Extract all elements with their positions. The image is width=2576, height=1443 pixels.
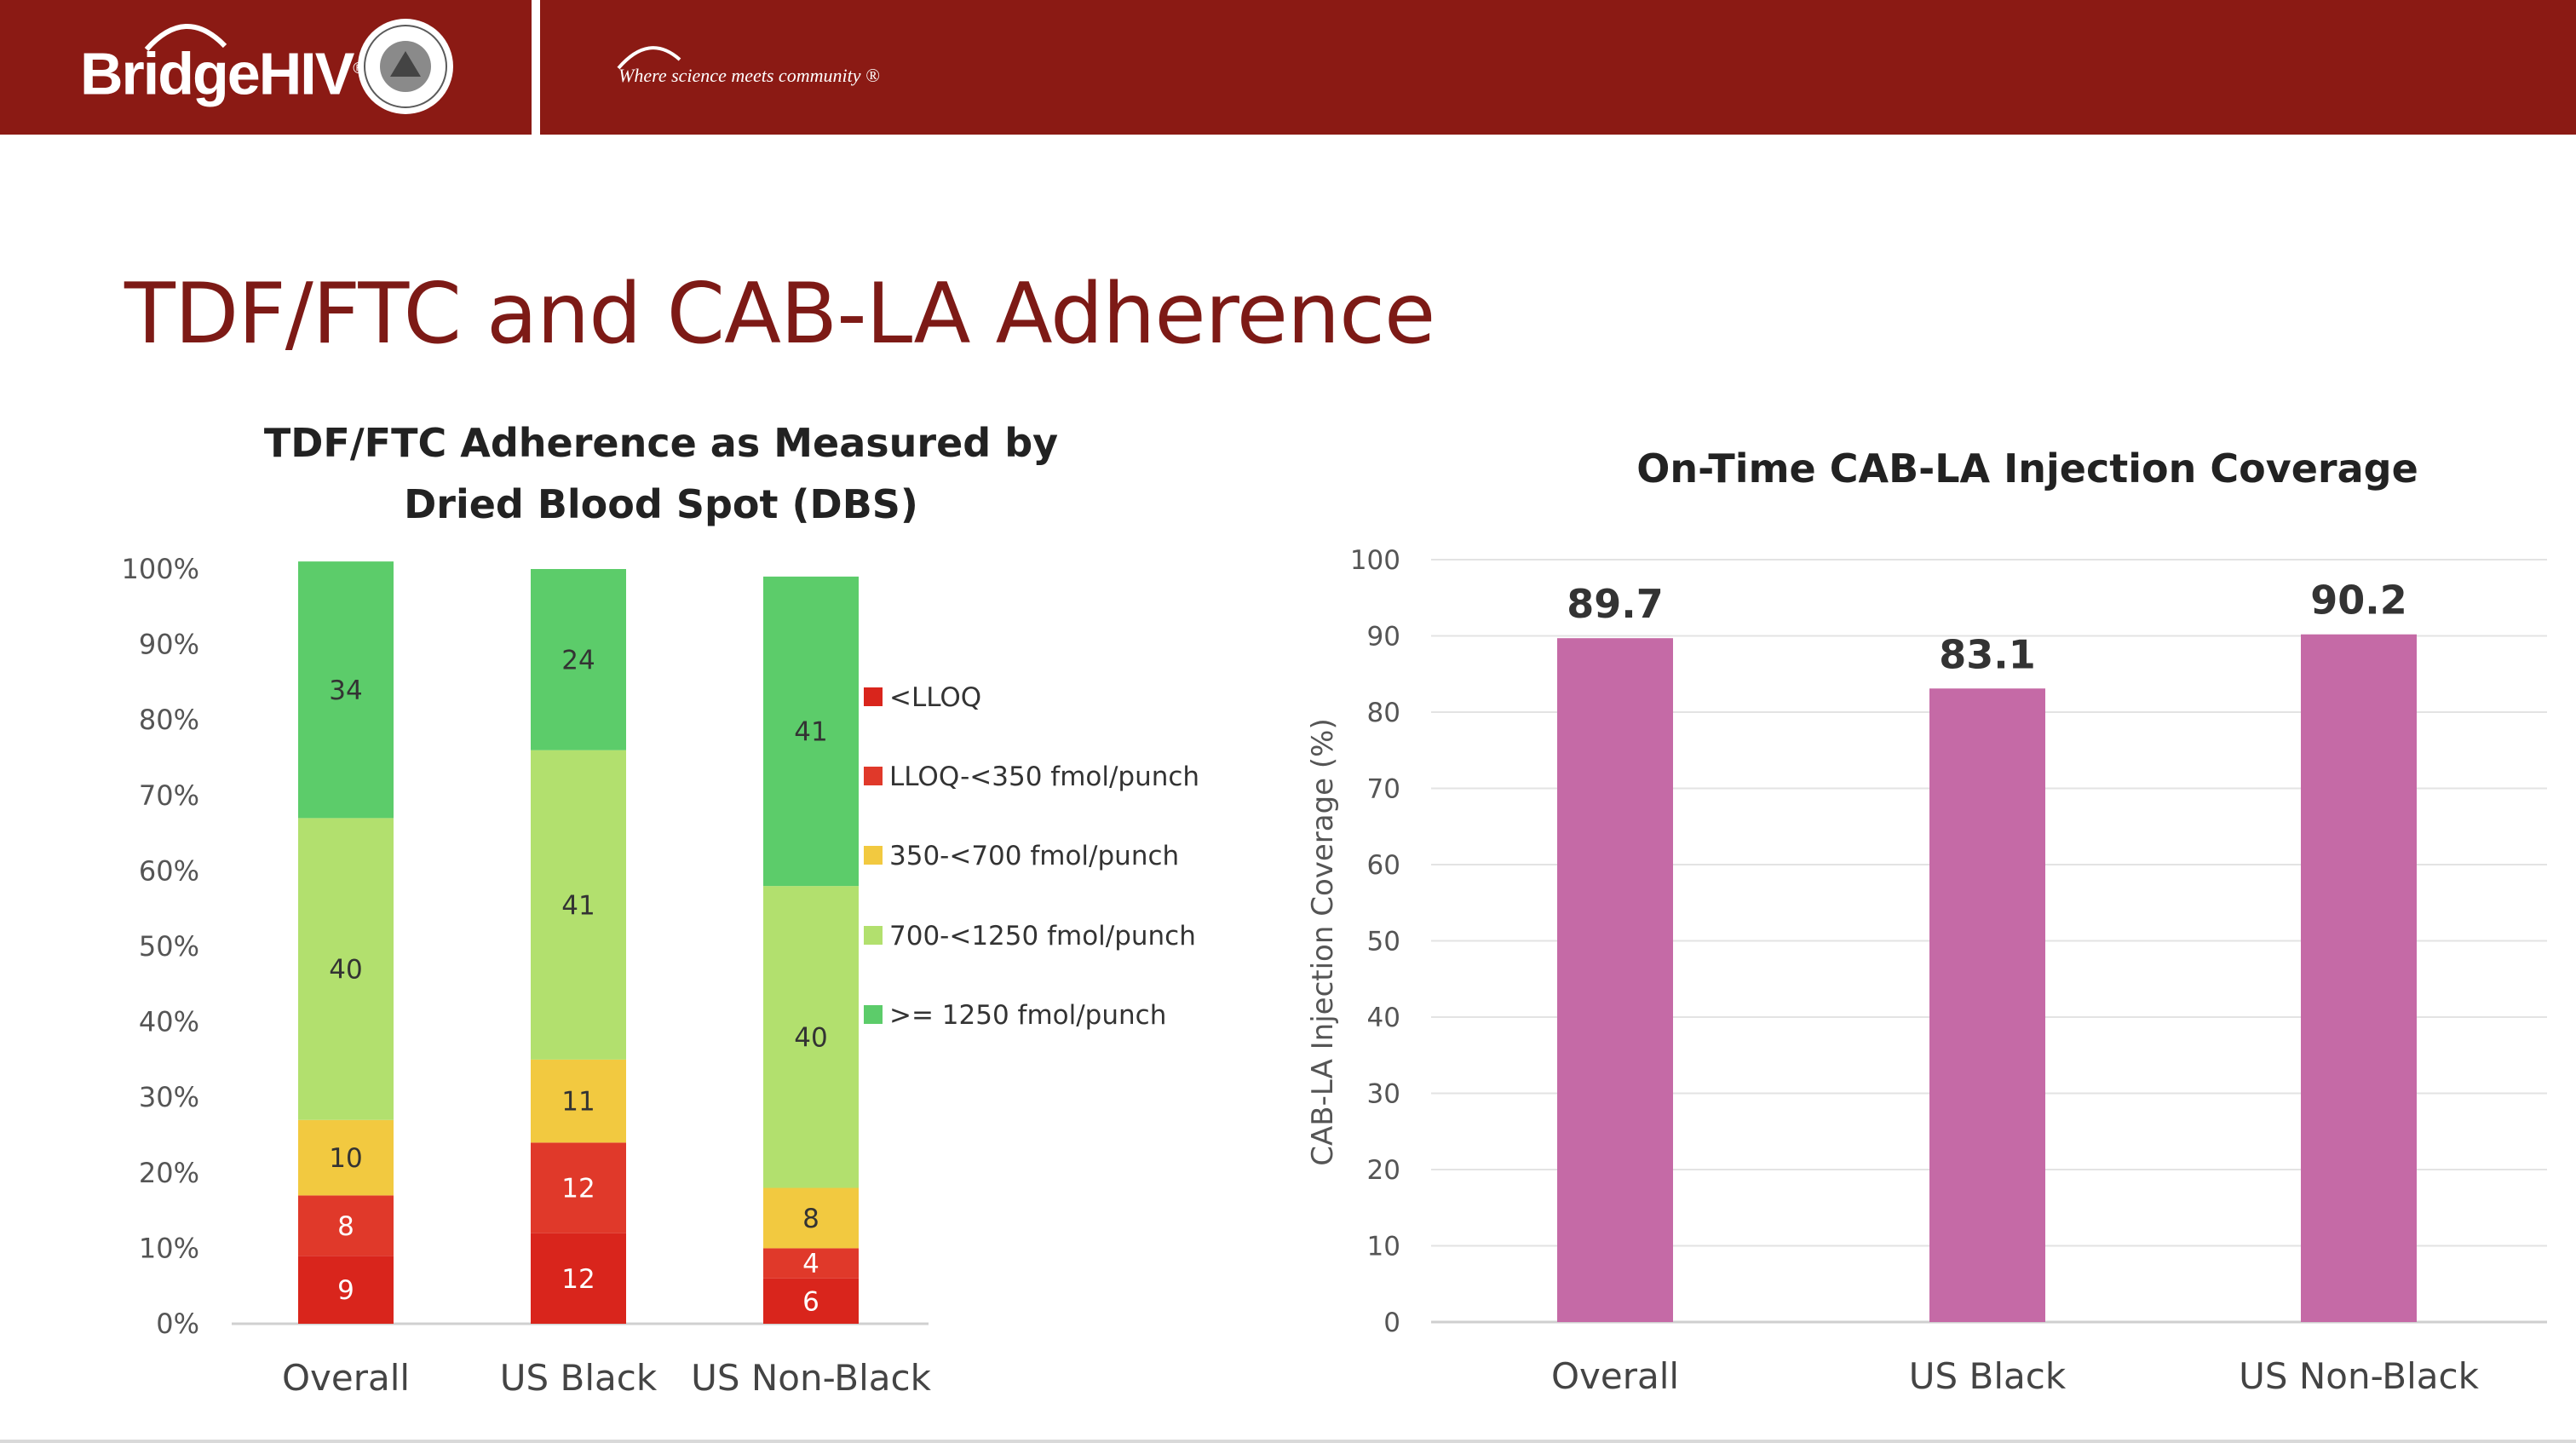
stacked-bar-segment xyxy=(298,1195,394,1256)
tagline: Where science meets community ® xyxy=(618,65,880,86)
segment-data-label: 9 xyxy=(337,1275,354,1306)
bar xyxy=(2301,634,2417,1322)
stacked-bar-segment xyxy=(763,1248,859,1279)
logo-arc-icon xyxy=(144,24,227,51)
left-y-tick-label: 90% xyxy=(139,629,199,661)
segment-data-label: 12 xyxy=(561,1174,595,1204)
segment-data-label: 8 xyxy=(802,1204,819,1234)
right-y-tick-label: 90 xyxy=(1367,622,1400,653)
stacked-bar-segment xyxy=(531,1233,626,1324)
left-x-category-label: US Non-Black xyxy=(691,1357,931,1399)
left-y-tick-label: 50% xyxy=(139,930,199,963)
stacked-bar-segment xyxy=(531,1142,626,1233)
left-chart-title-line-1: TDF/FTC Adherence as Measured by xyxy=(263,420,1059,466)
right-y-tick-label: 10 xyxy=(1367,1232,1400,1262)
left-y-tick-label: 100% xyxy=(122,553,199,585)
stacked-bar-segment xyxy=(531,569,626,750)
right-chart-title: On-Time CAB-LA Injection Coverage xyxy=(1636,446,2418,492)
right-y-tick-label: 60 xyxy=(1367,850,1400,881)
bar-data-label: 83.1 xyxy=(1939,631,2036,677)
left-chart-title: TDF/FTC Adherence as Measured by Dried B… xyxy=(235,412,1087,535)
stacked-bar-segment xyxy=(531,1059,626,1143)
stacked-bar-segment xyxy=(763,1187,859,1249)
segment-data-label: 12 xyxy=(561,1264,595,1295)
right-y-tick-label: 20 xyxy=(1367,1155,1400,1186)
right-x-category-label: Overall xyxy=(1551,1355,1679,1397)
right-y-tick-label: 100 xyxy=(1350,545,1400,576)
left-x-category-label: Overall xyxy=(282,1357,410,1399)
left-y-tick-label: 80% xyxy=(139,704,199,736)
legend-swatch xyxy=(864,1005,883,1024)
segment-data-label: 10 xyxy=(329,1143,362,1174)
segment-data-label: 6 xyxy=(802,1286,819,1317)
legend-swatch xyxy=(864,926,883,945)
header-divider xyxy=(532,0,540,135)
segment-data-label: 41 xyxy=(561,890,595,921)
left-chart-title-line-2: Dried Blood Spot (DBS) xyxy=(404,481,918,527)
stacked-bar-segment xyxy=(298,561,394,819)
left-y-tick-label: 20% xyxy=(139,1157,199,1189)
bridgehiv-logo: BridgeHIV® xyxy=(80,26,365,116)
stacked-bar-segment xyxy=(763,1278,859,1324)
left-x-category-label: US Black xyxy=(500,1357,658,1399)
legend-label: LLOQ-<350 fmol/punch xyxy=(889,762,1199,792)
left-y-tick-label: 0% xyxy=(156,1308,199,1340)
segment-data-label: 41 xyxy=(794,716,827,747)
legend-label: 350-<700 fmol/punch xyxy=(889,841,1179,871)
logo-text: BridgeHIV xyxy=(80,40,354,107)
stacked-bar-segment xyxy=(298,1119,394,1196)
segment-data-label: 8 xyxy=(337,1211,354,1242)
right-y-tick-label: 50 xyxy=(1367,927,1400,957)
slide-title: TDF/FTC and CAB-LA Adherence xyxy=(124,266,1435,363)
right-y-tick-label: 0 xyxy=(1383,1308,1400,1338)
legend-label: >= 1250 fmol/punch xyxy=(889,1000,1166,1031)
stacked-bar-segment xyxy=(298,818,394,1120)
right-y-tick-label: 40 xyxy=(1367,1003,1400,1033)
right-x-category-label: US Non-Black xyxy=(2239,1355,2479,1397)
stacked-bar-segment xyxy=(298,1256,394,1324)
tagline-arc-icon xyxy=(617,46,681,70)
left-y-tick-label: 40% xyxy=(139,1006,199,1038)
right-x-category-label: US Black xyxy=(1909,1355,2067,1397)
segment-data-label: 24 xyxy=(561,645,595,676)
stacked-bar-segment xyxy=(531,750,626,1060)
header-band: BridgeHIV® Where science meets community… xyxy=(0,0,2576,135)
legend-label: 700-<1250 fmol/punch xyxy=(889,921,1196,951)
segment-data-label: 11 xyxy=(561,1087,595,1118)
bar xyxy=(1557,638,1673,1322)
segment-data-label: 40 xyxy=(329,955,362,986)
right-y-axis-label: CAB-LA Injection Coverage (%) xyxy=(1306,718,1340,1166)
bar xyxy=(1929,688,2045,1322)
left-y-tick-label: 70% xyxy=(139,779,199,812)
segment-data-label: 40 xyxy=(794,1022,827,1053)
bottom-rule xyxy=(0,1440,2576,1443)
stacked-bar-segment xyxy=(763,576,859,887)
left-y-tick-label: 30% xyxy=(139,1081,199,1113)
stacked-bar-segment xyxy=(763,886,859,1188)
right-y-tick-label: 30 xyxy=(1367,1079,1400,1110)
right-y-tick-label: 80 xyxy=(1367,698,1400,728)
legend-swatch xyxy=(864,767,883,785)
segment-data-label: 4 xyxy=(802,1249,819,1279)
bar-data-label: 89.7 xyxy=(1567,581,1664,627)
legend-swatch xyxy=(864,846,883,865)
segment-data-label: 34 xyxy=(329,676,362,706)
bar-data-label: 90.2 xyxy=(2310,578,2407,624)
legend-swatch xyxy=(864,687,883,706)
left-y-tick-label: 10% xyxy=(139,1232,199,1264)
legend-label: <LLOQ xyxy=(889,682,981,713)
city-seal-icon xyxy=(358,19,453,114)
left-y-tick-label: 60% xyxy=(139,854,199,887)
right-y-tick-label: 70 xyxy=(1367,774,1400,805)
